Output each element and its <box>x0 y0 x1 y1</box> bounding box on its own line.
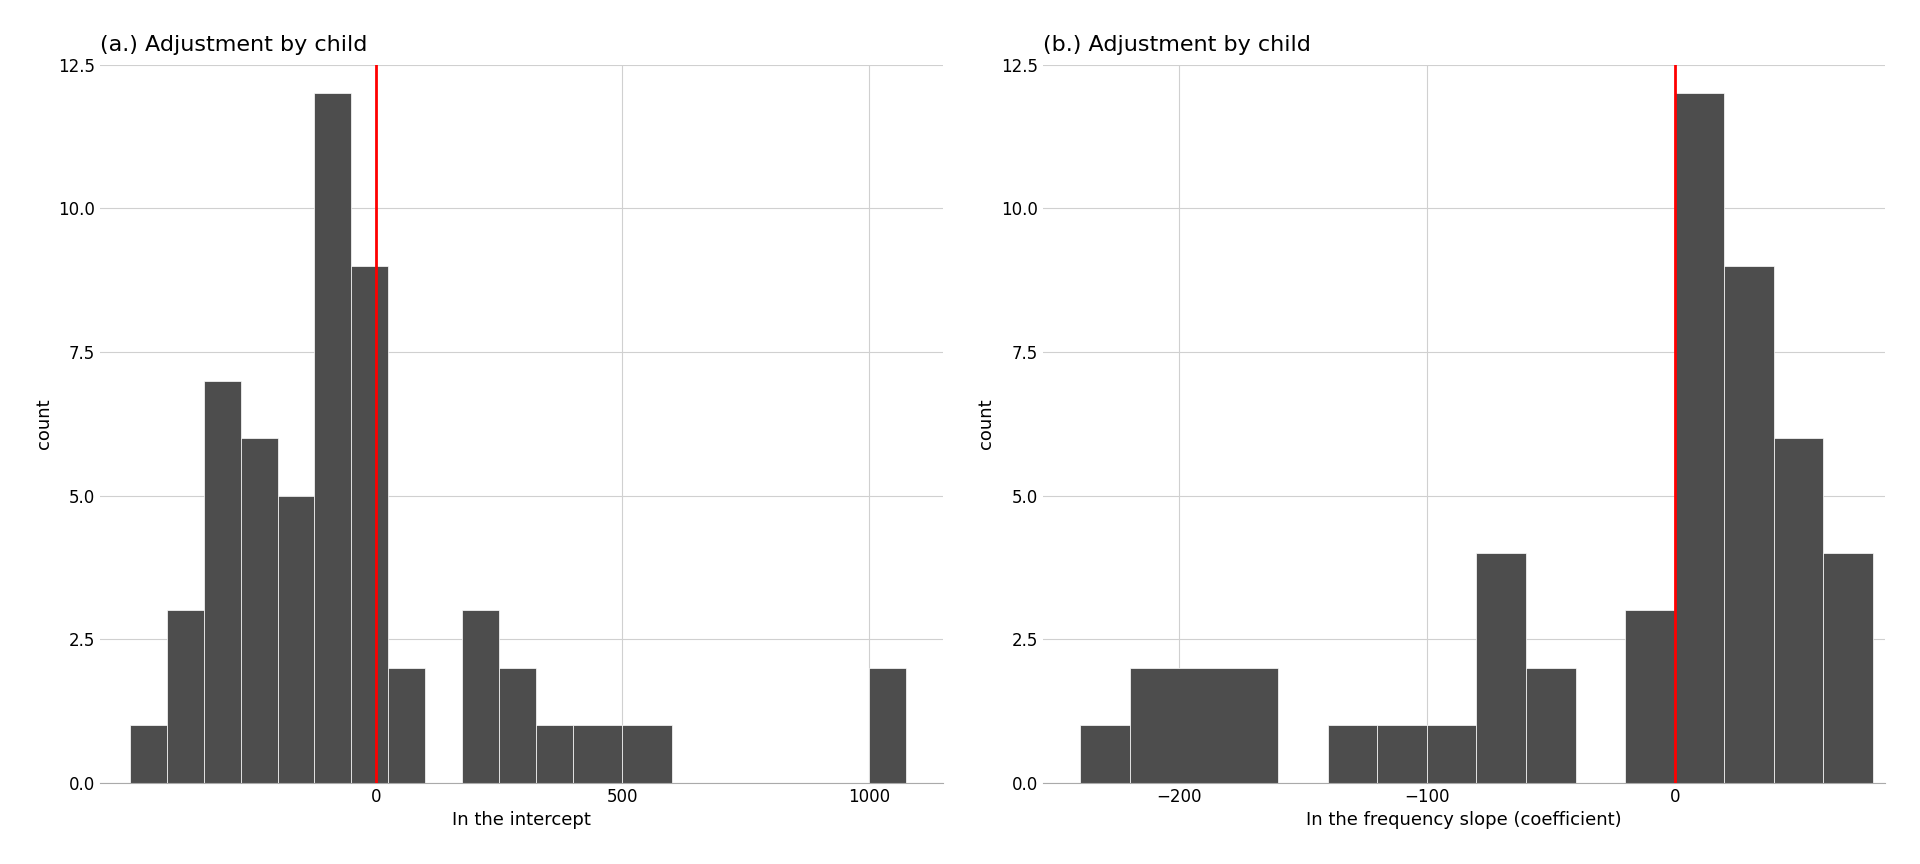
Y-axis label: count: count <box>35 398 52 449</box>
Bar <box>240 438 278 783</box>
Bar <box>278 496 315 783</box>
Bar <box>131 726 167 783</box>
Bar <box>622 726 672 783</box>
Bar <box>204 381 240 783</box>
Bar <box>499 668 536 783</box>
Bar <box>1674 93 1724 783</box>
Bar <box>315 93 351 783</box>
Bar <box>1329 726 1377 783</box>
Bar <box>167 611 204 783</box>
X-axis label: In the intercept: In the intercept <box>451 811 591 829</box>
Bar <box>1774 438 1824 783</box>
Bar <box>536 726 574 783</box>
Bar <box>463 611 499 783</box>
Bar <box>1724 266 1774 783</box>
Bar <box>351 266 388 783</box>
Bar <box>1129 668 1279 783</box>
Bar <box>1824 553 1872 783</box>
Text: (a.) Adjustment by child: (a.) Adjustment by child <box>100 35 367 54</box>
Y-axis label: count: count <box>977 398 995 449</box>
X-axis label: In the frequency slope (coefficient): In the frequency slope (coefficient) <box>1306 811 1622 829</box>
Bar <box>574 726 622 783</box>
Bar <box>1079 726 1129 783</box>
Bar <box>1427 726 1476 783</box>
Bar <box>1526 668 1576 783</box>
Bar <box>388 668 426 783</box>
Bar <box>868 668 906 783</box>
Text: (b.) Adjustment by child: (b.) Adjustment by child <box>1043 35 1311 54</box>
Bar <box>1624 611 1674 783</box>
Bar <box>1377 726 1427 783</box>
Bar <box>1476 553 1526 783</box>
